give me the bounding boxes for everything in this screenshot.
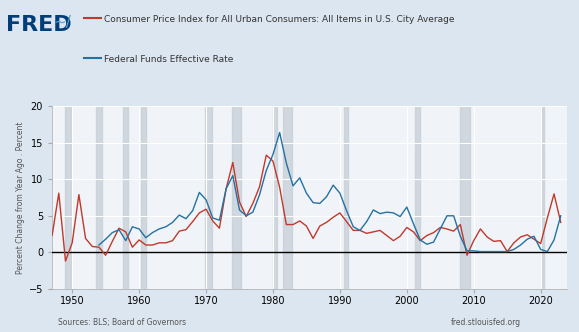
Text: FRED: FRED [6, 15, 71, 35]
Text: ~/: ~/ [53, 15, 71, 30]
Bar [460, 106, 470, 289]
Text: fred.stlouisfed.org: fred.stlouisfed.org [451, 318, 521, 327]
Text: Federal Funds Effective Rate: Federal Funds Effective Rate [104, 55, 233, 64]
Bar [415, 106, 420, 289]
Bar [344, 106, 348, 289]
Bar [206, 106, 212, 289]
Text: Consumer Price Index for All Urban Consumers: All Items in U.S. City Average: Consumer Price Index for All Urban Consu… [104, 15, 455, 24]
Bar [542, 106, 544, 289]
Bar [123, 106, 129, 289]
Y-axis label: Percent Change from Year Ago . Percent: Percent Change from Year Ago . Percent [16, 121, 24, 274]
Bar [283, 106, 292, 289]
Bar [273, 106, 277, 289]
Bar [232, 106, 241, 289]
Bar [141, 106, 146, 289]
Bar [96, 106, 102, 289]
Text: Sources: BLS; Board of Governors: Sources: BLS; Board of Governors [58, 318, 186, 327]
Bar [65, 106, 71, 289]
